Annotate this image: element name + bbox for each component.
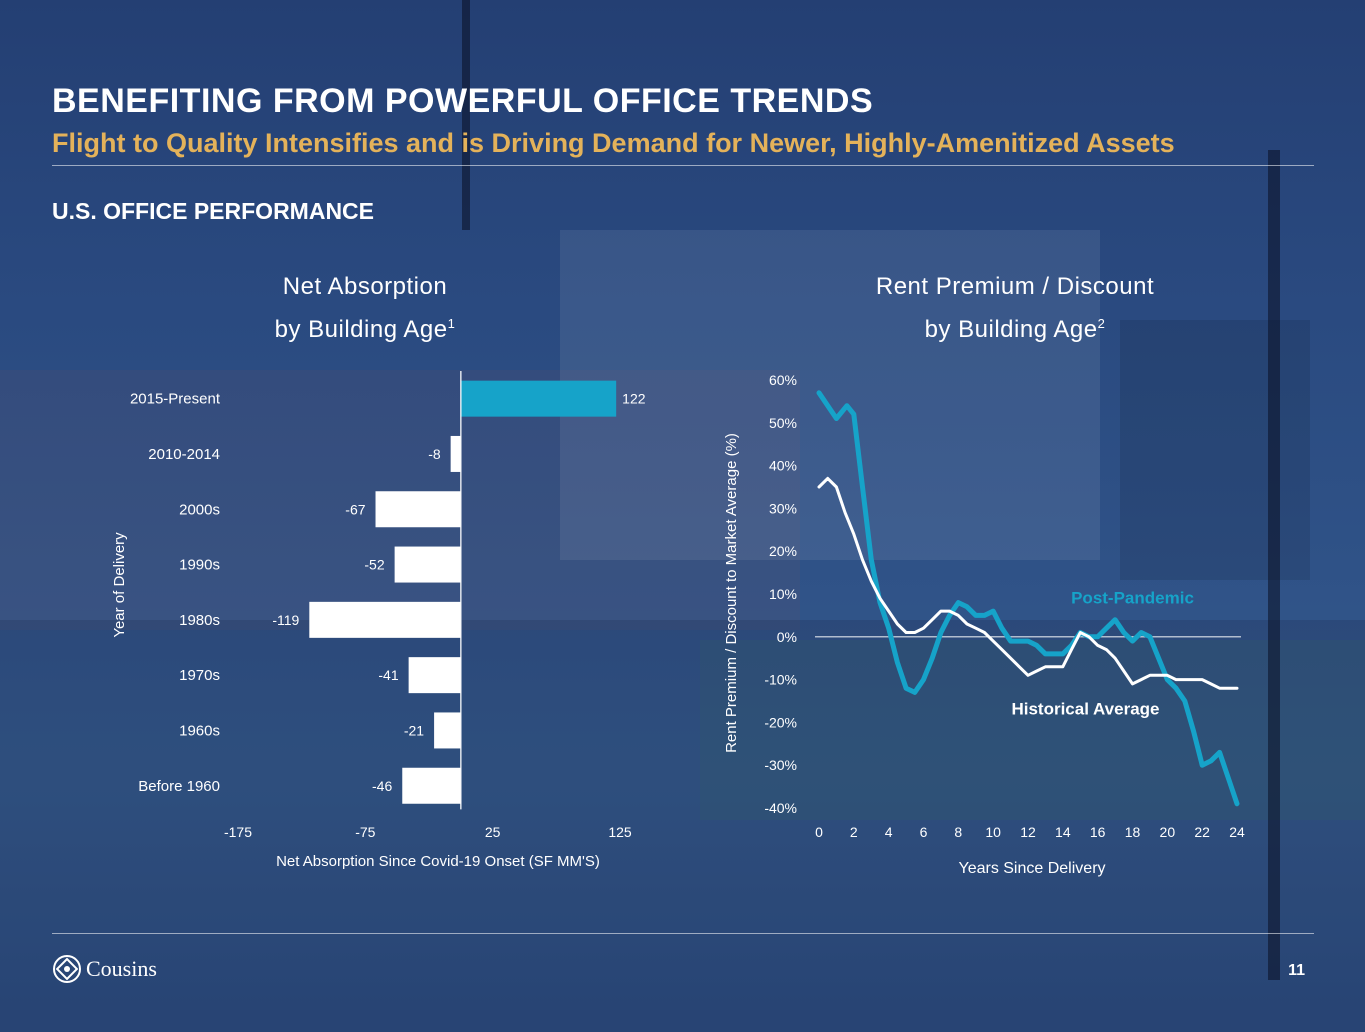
bar-4 <box>394 546 461 583</box>
line-x-tick-label-11: 20 <box>1160 824 1176 840</box>
bar-chart-footnote-marker: 1 <box>447 316 456 331</box>
line-x-tick-label-8: 14 <box>1055 824 1071 840</box>
section-title: U.S. OFFICE PERFORMANCE <box>52 198 375 224</box>
line-y-tick-label-3: -20% <box>764 714 797 730</box>
line-y-tick-label-4: -10% <box>764 672 797 688</box>
cousins-logo: Cousins <box>52 954 157 984</box>
bar-8 <box>402 767 461 804</box>
line-x-tick-label-13: 24 <box>1229 824 1245 840</box>
bar-x-tick-label-3: 25 <box>485 824 501 840</box>
bar-value-label-3: -67 <box>345 501 365 517</box>
line-x-axis-label: Years Since Delivery <box>958 860 1105 877</box>
line-y-tick-label-2: -30% <box>764 757 797 773</box>
line-y-tick-label-5: 0% <box>777 629 797 645</box>
bar-category-label-1: 2015-Present <box>130 391 221 408</box>
series-label-post-pandemic: Post-Pandemic <box>1071 588 1194 607</box>
bar-x-axis-label: Net Absorption Since Covid-19 Onset (SF … <box>276 853 600 870</box>
line-x-tick-label-4: 6 <box>920 824 928 840</box>
series-label-historical-average: Historical Average <box>1011 700 1159 719</box>
bar-3 <box>375 491 461 528</box>
line-chart-title-line2-wrap: by Building Age2 <box>820 305 1210 348</box>
bar-y-axis-label: Year of Delivery <box>111 532 128 638</box>
bar-value-label-6: -41 <box>378 667 398 683</box>
bar-x-tick-label-1: -175 <box>224 824 252 840</box>
page-title: BENEFITING FROM POWERFUL OFFICE TRENDS <box>52 82 874 120</box>
line-x-tick-label-3: 4 <box>885 824 893 840</box>
bar-category-label-6: 1970s <box>179 667 220 684</box>
line-chart-title: Rent Premium / Discount by Building Age2 <box>820 268 1210 348</box>
cousins-logo-icon <box>53 955 81 983</box>
bar-6 <box>408 657 461 694</box>
line-y-tick-label-10: 50% <box>769 415 797 431</box>
bar-chart-title-line2: by Building Age <box>274 316 448 343</box>
bar-chart-title-line2-wrap: by Building Age1 <box>210 305 520 348</box>
line-x-tick-label-9: 16 <box>1090 824 1106 840</box>
line-x-tick-label-7: 12 <box>1020 824 1036 840</box>
header-divider <box>52 165 1314 166</box>
bar-7 <box>434 712 461 749</box>
bar-x-tick-label-2: -75 <box>355 824 375 840</box>
bar-value-label-4: -52 <box>364 557 384 573</box>
line-series-post-pandemic <box>816 390 1240 807</box>
bar-category-label-8: Before 1960 <box>138 778 220 795</box>
footer-divider <box>52 933 1314 934</box>
line-y-tick-label-8: 30% <box>769 500 797 516</box>
line-y-tick-label-9: 40% <box>769 458 797 474</box>
bar-x-tick-label-4: 125 <box>608 824 632 840</box>
line-chart-title-line1: Rent Premium / Discount <box>875 273 1155 300</box>
line-y-tick-label-6: 10% <box>769 586 797 602</box>
line-x-tick-label-2: 2 <box>850 824 858 840</box>
line-chart-footnote-marker: 2 <box>1097 316 1106 331</box>
line-x-tick-label-5: 8 <box>954 824 962 840</box>
line-y-tick-label-11: 60% <box>769 372 797 388</box>
bar-value-label-8: -46 <box>372 778 392 794</box>
line-y-axis-label: Rent Premium / Discount to Market Averag… <box>723 433 740 753</box>
line-series-historical-average <box>817 476 1239 690</box>
line-x-tick-label-6: 10 <box>985 824 1001 840</box>
bar-5 <box>309 601 461 638</box>
bar-category-label-5: 1980s <box>179 612 220 629</box>
bar-value-label-2: -8 <box>428 446 441 462</box>
line-x-tick-label-1: 0 <box>815 824 823 840</box>
page-subtitle: Flight to Quality Intensifies and is Dri… <box>52 128 1175 158</box>
bar-category-label-4: 1990s <box>179 557 220 574</box>
bar-chart-title-line1: Net Absorption <box>282 273 448 300</box>
bar-category-label-3: 2000s <box>179 501 220 518</box>
line-x-tick-label-10: 18 <box>1125 824 1141 840</box>
bar-category-label-2: 2010-2014 <box>148 446 220 463</box>
line-y-tick-label-7: 20% <box>769 543 797 559</box>
bar-chart-title: Net Absorption by Building Age1 <box>210 268 520 348</box>
bar-1 <box>460 380 617 417</box>
bar-value-label-5: -119 <box>272 612 299 628</box>
line-y-tick-label-1: -40% <box>764 800 797 816</box>
page-number: 11 <box>1288 962 1305 979</box>
bar-value-label-1: 122 <box>622 391 646 407</box>
bar-2 <box>450 435 461 472</box>
brand-name: Cousins <box>86 956 157 981</box>
line-x-tick-label-12: 22 <box>1194 824 1210 840</box>
bar-category-label-7: 1960s <box>179 722 220 739</box>
bar-value-label-7: -21 <box>404 722 424 738</box>
line-chart-title-line2: by Building Age <box>924 316 1098 343</box>
